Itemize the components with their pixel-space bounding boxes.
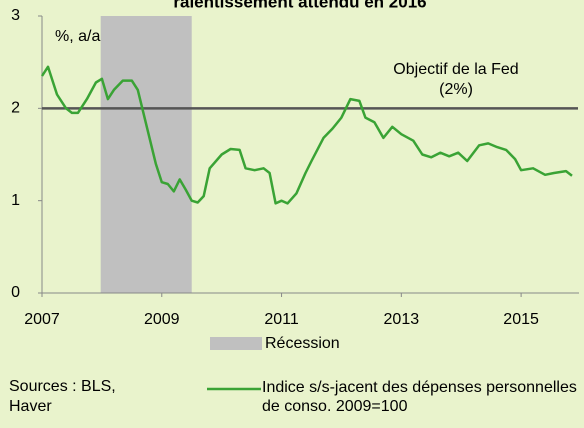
sources: Haver	[9, 398, 52, 415]
sources: Sources : BLS,	[9, 378, 116, 395]
x-tick-label: 2009	[144, 311, 180, 328]
legend-recession-swatch	[210, 337, 262, 350]
y-tick-label: 1	[11, 192, 20, 209]
x-tick-label: 2011	[264, 311, 299, 328]
x-tick-label: 2015	[503, 311, 539, 328]
y-tick-label: 3	[11, 7, 20, 24]
legend-recession-label: Récession	[265, 335, 340, 352]
target-label: Objectif de la Fed	[393, 61, 518, 78]
y-tick-label: 2	[11, 100, 20, 117]
legend-series-label: Indice s/s-jacent des dépenses personnel…	[262, 379, 577, 415]
y-axis-label: %, a/a	[55, 28, 100, 45]
x-tick-label: 2007	[24, 311, 60, 328]
series-line	[40, 65, 573, 205]
y-tick-label: 0	[11, 284, 20, 301]
x-tick-label: 2013	[384, 311, 420, 328]
target-label: (2%)	[439, 81, 473, 98]
chart-title: ralentissement attendu en 2016	[173, 0, 426, 11]
recession-band	[100, 16, 192, 293]
